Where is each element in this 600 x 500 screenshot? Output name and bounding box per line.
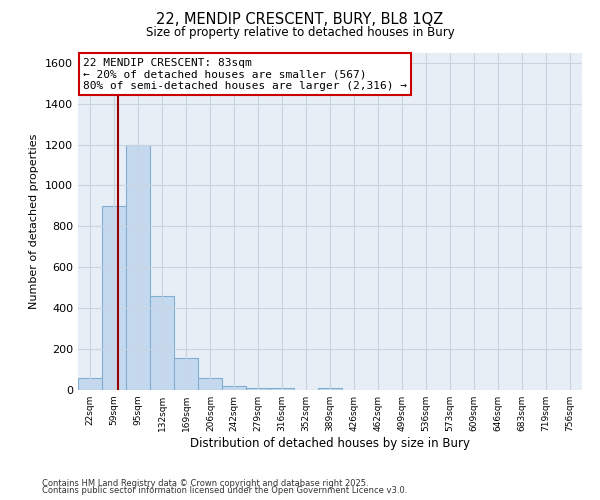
Bar bbox=[270, 388, 295, 390]
Bar bbox=[78, 378, 102, 390]
Y-axis label: Number of detached properties: Number of detached properties bbox=[29, 134, 40, 309]
Bar bbox=[174, 358, 198, 390]
Bar bbox=[102, 206, 127, 390]
Text: Contains public sector information licensed under the Open Government Licence v3: Contains public sector information licen… bbox=[42, 486, 407, 495]
Text: Contains HM Land Registry data © Crown copyright and database right 2025.: Contains HM Land Registry data © Crown c… bbox=[42, 478, 368, 488]
Bar bbox=[126, 144, 150, 390]
X-axis label: Distribution of detached houses by size in Bury: Distribution of detached houses by size … bbox=[190, 437, 470, 450]
Bar bbox=[150, 296, 174, 390]
Bar bbox=[246, 388, 270, 390]
Bar bbox=[318, 388, 342, 390]
Text: Size of property relative to detached houses in Bury: Size of property relative to detached ho… bbox=[146, 26, 454, 39]
Text: 22 MENDIP CRESCENT: 83sqm
← 20% of detached houses are smaller (567)
80% of semi: 22 MENDIP CRESCENT: 83sqm ← 20% of detac… bbox=[83, 58, 407, 91]
Text: 22, MENDIP CRESCENT, BURY, BL8 1QZ: 22, MENDIP CRESCENT, BURY, BL8 1QZ bbox=[157, 12, 443, 28]
Bar bbox=[222, 386, 246, 390]
Bar bbox=[198, 378, 223, 390]
